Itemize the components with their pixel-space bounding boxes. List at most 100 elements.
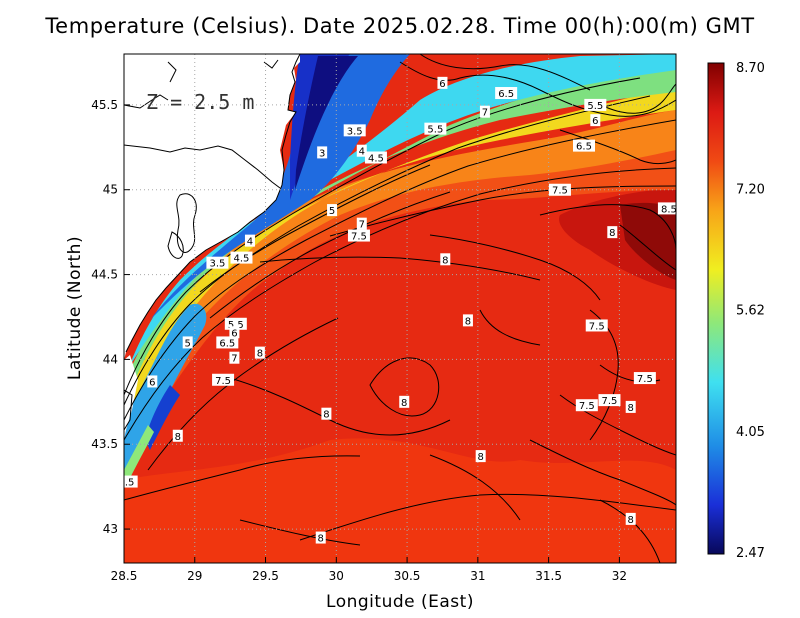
x-tick-label: 30 [329, 569, 344, 583]
contour-label: 6.5 [495, 87, 518, 100]
x-tick-label: 31 [470, 569, 485, 583]
contour-label-text: 7.5 [602, 396, 618, 407]
x-tick-label: 30.5 [394, 569, 421, 583]
contour-label-text: 7.5 [351, 232, 367, 243]
contour-label-text: 3.5 [347, 126, 363, 137]
contour-label: 6 [437, 76, 448, 90]
contour-label: 6 [590, 114, 601, 127]
contour-label: 8 [440, 253, 451, 266]
contour-label-text: 6.5 [219, 338, 235, 349]
contour-label: 5.5 [424, 122, 447, 136]
contour-label: 4 [244, 234, 255, 248]
contour-label-text: 8 [477, 452, 483, 463]
contour-label-text: 7 [359, 220, 365, 231]
contour-label: 5.5 [584, 98, 607, 112]
x-tick-label: 29.5 [252, 569, 279, 583]
colorbar-tick-label: 2.47 [736, 546, 765, 561]
contour-label: 7 [229, 351, 240, 365]
y-tick-label: 45 [103, 183, 118, 197]
y-tick-label: 44 [103, 352, 118, 366]
contour-label-text: 4 [359, 147, 365, 158]
y-tick-label: 43.5 [91, 437, 118, 451]
contour-label-text: 7 [231, 354, 237, 365]
contour-label-text: 6.5 [576, 142, 592, 153]
contour-label: 4 [356, 144, 367, 158]
contour-label: 4.5 [230, 251, 253, 265]
contour-label-text: 4 [247, 237, 253, 248]
contour-label-text: 8 [318, 534, 324, 545]
contour-label: 8 [172, 429, 183, 443]
contour-label-text: 8 [628, 403, 634, 414]
x-tick-label: 32 [612, 569, 627, 583]
contour-label-text: 6 [231, 328, 237, 339]
contour-label: 8 [315, 531, 326, 545]
x-tick-label: 28.5 [111, 569, 138, 583]
contour-label: 8 [254, 346, 265, 360]
colorbar-tick-label: 7.20 [736, 182, 765, 197]
contour-label: 7.5 [212, 373, 235, 387]
contour-label: 7.5 [585, 319, 608, 332]
x-axis-ticks: 28.5 29 29.5 30 30.5 31 31.5 32 [111, 557, 627, 583]
contour-label-text: 8 [628, 515, 634, 526]
contour-label-text: 5.5 [587, 101, 603, 112]
contour-label: 7 [356, 217, 367, 231]
contour-label-text: 3 [319, 148, 325, 159]
contour-label: 7.5 [575, 399, 598, 412]
contour-label-text: 8 [465, 316, 471, 327]
coastline [124, 54, 301, 431]
contour-label: 6.5 [216, 336, 239, 349]
colorbar-tick-label: 4.05 [736, 425, 765, 440]
contour-label-text: 8 [257, 349, 263, 360]
contour-label: 8 [462, 314, 473, 327]
contour-label: 3.5 [206, 256, 229, 270]
contour-label-text: 4.5 [234, 254, 250, 265]
contour-label-text: 5.5 [228, 320, 244, 331]
contour-label-text: 5.5 [427, 125, 443, 136]
contour-label: 8 [625, 512, 636, 526]
contour-label: 8 [607, 226, 618, 239]
contour-label: 6 [229, 326, 240, 339]
contour-label-text: 3.5 [209, 259, 225, 270]
contour-label-text: 8 [175, 432, 181, 443]
contour-label: 3 [317, 146, 328, 159]
contour-label-text: 8 [323, 410, 329, 421]
y-tick-label: 43 [103, 522, 118, 536]
contour-label-text: 6.5 [498, 89, 514, 100]
chart-title: Temperature (Celsius). Date 2025.02.28. … [45, 14, 755, 38]
contour-label: 6.5 [573, 139, 595, 153]
contour-label-text: 8 [442, 255, 448, 266]
contour-label-text: 6 [439, 79, 445, 90]
contour-label: 6 [147, 375, 158, 388]
contour-label: 7.5 [633, 372, 656, 385]
colorbar-tick-label: 5.62 [736, 304, 765, 319]
contour-label-text: 6 [592, 116, 598, 127]
contour-label: 8 [475, 450, 486, 463]
contour-label: 8 [625, 400, 636, 414]
contour-label: 8 [399, 395, 410, 409]
colorbar-tick-label: 8.70 [736, 61, 765, 76]
contour-label-text: 7.5 [637, 374, 653, 385]
contour-label-text: 7.5 [589, 321, 605, 332]
grid-lines [124, 54, 676, 563]
contour-label-text: 4.5 [368, 153, 384, 164]
depth-label: Z = 2.5 m [146, 90, 254, 114]
contour-label: 4.5 [364, 151, 387, 164]
contour-label: .5 [121, 475, 138, 489]
y-tick-label: 45.5 [91, 98, 118, 112]
y-tick-label: 44.5 [91, 268, 118, 282]
contour-label-text: 8.5 [661, 204, 677, 215]
contour-labels: 66.575.565.56.53.53 44.57.5577.58.5844.53… [121, 76, 680, 545]
contour-label-text: 5 [185, 338, 191, 349]
contour-label-text: 8 [609, 228, 615, 239]
contour-label: 8 [321, 407, 332, 421]
contour-label-text: 7.5 [552, 186, 568, 197]
contour-label: 3.5 [343, 124, 366, 137]
contour-label: 7 [479, 105, 490, 119]
contour-label-text: 5 [329, 206, 335, 217]
contour-label-text: 6 [149, 377, 155, 388]
x-axis-label: Longitude (East) [326, 592, 474, 612]
colorbar-ticks: 8.70 7.20 5.62 4.05 2.47 [736, 61, 765, 561]
temperature-field [124, 54, 676, 563]
x-tick-label: 29 [187, 569, 202, 583]
